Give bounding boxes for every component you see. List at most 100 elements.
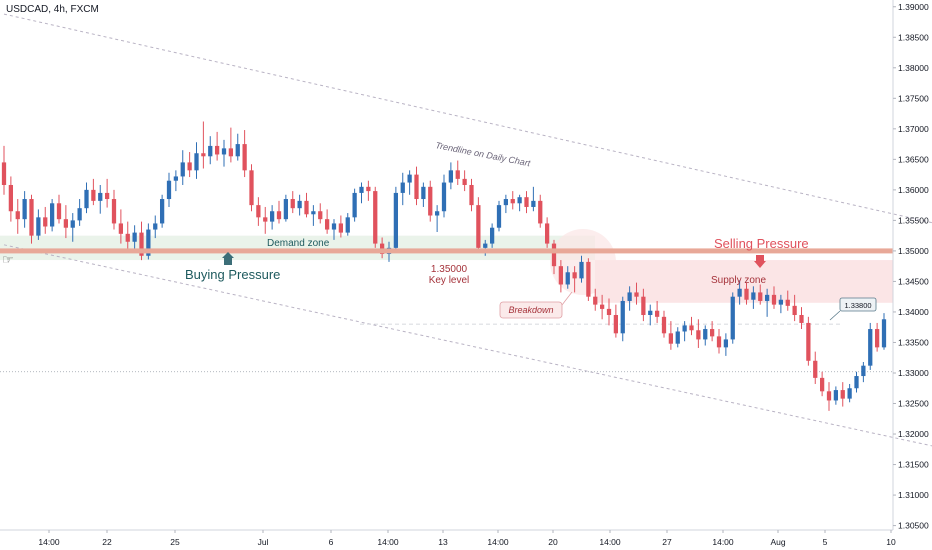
candle-body — [709, 329, 715, 337]
candle-body — [318, 211, 323, 220]
candle-body — [758, 292, 763, 301]
demand-zone-label: Demand zone — [267, 238, 330, 249]
y-tick-label: 1.32000 — [898, 429, 929, 439]
candle-body — [696, 330, 701, 340]
candle-body — [806, 322, 811, 361]
candle-body — [159, 199, 165, 224]
candle-body — [744, 288, 749, 300]
buying-arrow-icon — [222, 252, 234, 265]
y-tick-label: 1.36000 — [898, 185, 929, 195]
candle-body — [98, 192, 103, 201]
trendline-label: Trendline on Daily Chart — [435, 140, 532, 168]
breakdown-callout: Breakdown — [499, 291, 573, 319]
x-tick-label: 25 — [170, 537, 180, 547]
y-tick-label: 1.35500 — [898, 215, 929, 225]
candle-body — [648, 310, 653, 316]
candle-body — [393, 192, 399, 248]
x-tick-label: 13 — [438, 537, 448, 547]
candle-body — [290, 199, 295, 209]
y-tick-label: 1.37500 — [898, 93, 929, 103]
candle-body — [819, 377, 825, 392]
candle-body — [703, 329, 708, 340]
candle-body — [448, 170, 454, 183]
y-tick-label: 1.36500 — [898, 154, 929, 164]
candle-body — [579, 261, 584, 279]
breakdown-label: Breakdown — [508, 305, 553, 315]
candle-body — [813, 360, 818, 378]
candle-body — [77, 208, 82, 221]
candle-body — [668, 333, 674, 344]
candle-body — [489, 227, 495, 244]
candle-body — [242, 144, 247, 171]
candle-body — [304, 200, 309, 215]
candle-body — [861, 365, 866, 377]
x-tick-label: Aug — [770, 537, 785, 547]
candle-body — [593, 296, 598, 305]
candle-body — [881, 319, 887, 348]
buying-pressure-label: Buying Pressure — [185, 267, 280, 282]
candle-body — [146, 229, 151, 256]
x-tick-label: 5 — [823, 537, 828, 547]
candle-body — [847, 388, 852, 399]
candle-body — [311, 211, 316, 215]
candle-body — [297, 200, 302, 209]
y-tick-label: 1.35000 — [898, 246, 929, 256]
candle-body — [737, 288, 742, 297]
candle-body — [689, 325, 694, 331]
candle-body — [400, 182, 405, 193]
supply-zone — [595, 260, 893, 303]
y-tick-label: 1.34000 — [898, 307, 929, 317]
key-level-text: Key level — [429, 275, 470, 286]
x-axis-ticks: 14:00 22 25 Jul 6 14:00 13 14:00 20 14:00 27 14:00 A… — [38, 530, 896, 547]
candle-body — [180, 162, 185, 177]
x-tick-label: 14:00 — [487, 537, 509, 547]
y-tick-label: 1.31500 — [898, 460, 929, 470]
candle-body — [544, 223, 550, 244]
symbol-label: USDCAD, 4h, FXCM — [6, 4, 99, 15]
candle-body — [125, 233, 130, 242]
candle-body — [661, 316, 667, 334]
lower-trendline — [3, 244, 932, 447]
candle-body — [283, 199, 289, 220]
key-level-line — [0, 248, 893, 254]
x-tick-label: 10 — [886, 537, 896, 547]
candle-body — [682, 325, 687, 332]
y-tick-label: 1.38500 — [898, 32, 929, 42]
candle-body — [345, 217, 350, 233]
candle-body — [826, 391, 832, 401]
key-level-value: 1.35000 — [431, 264, 468, 275]
selling-pressure-label: Selling Pressure — [714, 236, 809, 251]
candle-body — [833, 390, 839, 401]
candle-body — [104, 192, 110, 200]
candle-body — [510, 199, 515, 204]
candle-body — [214, 145, 220, 155]
candle-body — [771, 294, 777, 305]
x-tick-label: 14:00 — [377, 537, 399, 547]
hand-cursor-icon: ☞ — [2, 252, 14, 267]
candle-body — [778, 299, 784, 305]
candle-body — [256, 205, 261, 218]
candle-body — [228, 148, 234, 157]
x-tick-label: 14:00 — [599, 537, 621, 547]
y-tick-label: 1.39000 — [898, 2, 929, 12]
x-tick-label: 27 — [662, 537, 672, 547]
supply-zone-label: Supply zone — [711, 275, 766, 286]
candle-body — [572, 272, 577, 279]
candle-body — [70, 220, 75, 228]
candle-body — [641, 296, 646, 316]
candle-body — [675, 331, 680, 344]
candle-body — [716, 336, 722, 348]
candle-body — [43, 217, 48, 227]
candle-body — [338, 223, 344, 233]
candle-body — [606, 308, 612, 316]
candle-body — [324, 219, 330, 230]
x-tick-label: 14:00 — [712, 537, 734, 547]
candle-body — [263, 217, 268, 222]
candle-body — [201, 153, 206, 157]
candle-body — [434, 211, 440, 216]
candle-body — [785, 299, 790, 306]
candle-body — [627, 292, 632, 301]
candle-body — [249, 170, 254, 206]
y-tick-label: 1.33500 — [898, 337, 929, 347]
